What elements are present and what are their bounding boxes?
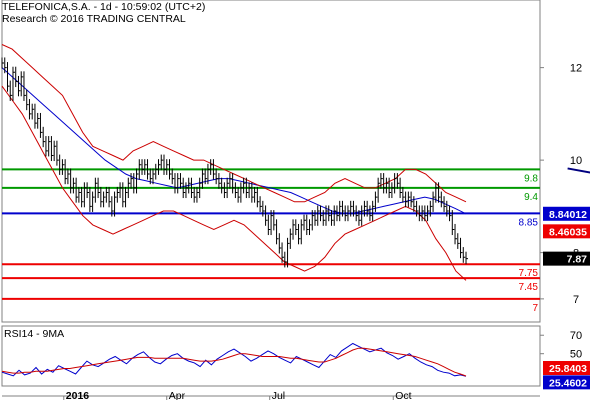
y-tick-label: 10 [570,155,582,167]
copyright-credit: Research © 2016 TRADING CENTRAL [2,13,186,25]
osc-tick-label: 50 [570,349,582,361]
x-tick-label: 2016 [66,390,90,400]
price-tag-label: 7.87 [567,254,588,266]
level-label: 8.85 [519,217,539,228]
oscillator-panel-frame [1,325,541,387]
chart-title: TELEFONICA,S.A. - 1d - 10:59:02 (UTC+2) [2,1,206,13]
level-label: 9.4 [524,192,538,203]
osc-tick-label: 70 [570,330,582,342]
resistance-trendline [567,167,590,174]
osc-value-tag [543,360,590,375]
price-tag-label: 8.84012 [549,209,587,221]
rsi-ma-line [1,347,467,377]
moving-average-line [1,67,467,215]
price-panel-frame [1,0,541,323]
price-tag [543,206,590,221]
y-tick-label: 12 [570,63,582,75]
price-tag [543,251,590,266]
x-tick-label: Apr [169,390,186,400]
x-tick-label: Oct [395,390,411,400]
osc-value-tag-label: 25.8403 [549,363,587,375]
rsi-line [1,342,467,377]
osc-value-tag [543,375,590,390]
x-tick-label: Jul [272,390,285,400]
y-tick-label: 7 [573,294,579,306]
level-label: 7.75 [519,268,539,279]
level-label: 7.45 [519,282,539,293]
level-label: 7 [532,303,538,314]
price-tag-label: 8.46035 [549,226,587,238]
price-tag [543,224,590,239]
osc-value-tag-label: 25.4602 [549,377,587,389]
oscillator-title: RSI14 - 9MA [4,328,64,340]
lower-band-line [1,85,467,281]
level-label: 9.8 [524,173,538,184]
